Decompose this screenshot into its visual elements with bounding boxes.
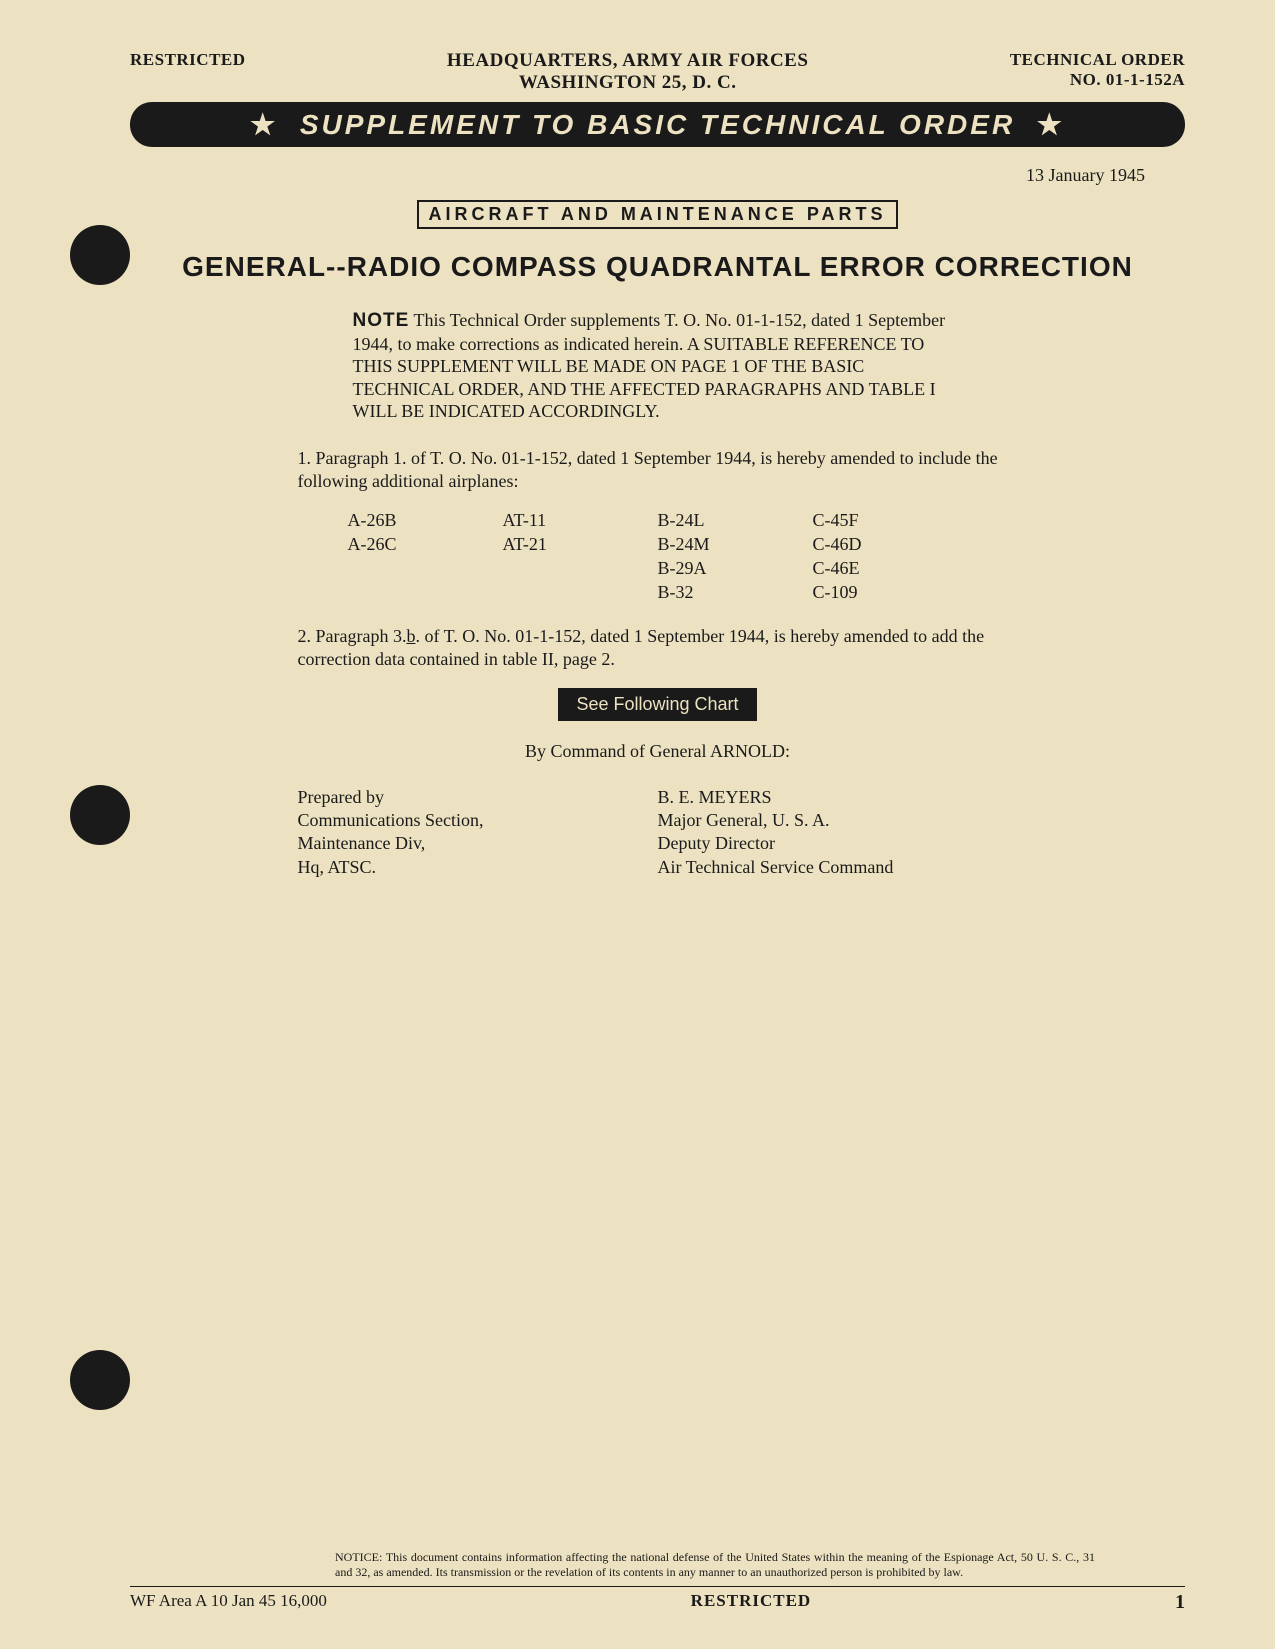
punch-hole bbox=[70, 225, 130, 285]
punch-hole bbox=[70, 1350, 130, 1410]
airplane-col-2: AT-11 AT-21 bbox=[503, 508, 658, 605]
signer-block: B. E. MEYERS Major General, U. S. A. Dep… bbox=[658, 786, 1018, 880]
airplane-item: C-46E bbox=[813, 556, 968, 580]
page-footer: WF Area A 10 Jan 45 16,000 RESTRICTED 1 bbox=[130, 1586, 1185, 1614]
header-center: HEADQUARTERS, ARMY AIR FORCES WASHINGTON… bbox=[447, 50, 809, 94]
signer-rank: Major General, U. S. A. bbox=[658, 809, 1018, 832]
airplane-item: B-29A bbox=[658, 556, 813, 580]
banner-text: SUPPLEMENT TO BASIC TECHNICAL ORDER bbox=[300, 109, 1015, 140]
command-line: By Command of General ARNOLD: bbox=[130, 741, 1185, 762]
airplane-item: B-24M bbox=[658, 532, 813, 556]
document-page: RESTRICTED HEADQUARTERS, ARMY AIR FORCES… bbox=[0, 0, 1275, 1649]
signer-name: B. E. MEYERS bbox=[658, 786, 1018, 809]
note-block: NOTE This Technical Order supplements T.… bbox=[353, 309, 963, 423]
note-text: This Technical Order supplements T. O. N… bbox=[353, 310, 946, 421]
prepared-by-line: Hq, ATSC. bbox=[298, 856, 658, 879]
page-header: RESTRICTED HEADQUARTERS, ARMY AIR FORCES… bbox=[130, 50, 1185, 94]
prepared-by-line: Prepared by bbox=[298, 786, 658, 809]
airplane-item: AT-11 bbox=[503, 508, 658, 532]
prepared-by-block: Prepared by Communications Section, Main… bbox=[298, 786, 658, 880]
document-title: GENERAL--RADIO COMPASS QUADRANTAL ERROR … bbox=[130, 251, 1185, 283]
airplane-item: C-109 bbox=[813, 580, 968, 604]
airplane-col-4: C-45F C-46D C-46E C-109 bbox=[813, 508, 968, 605]
airplane-list: A-26B A-26C AT-11 AT-21 B-24L B-24M B-29… bbox=[348, 508, 968, 605]
note-label: NOTE bbox=[353, 310, 410, 331]
signer-title: Deputy Director bbox=[658, 832, 1018, 855]
category-box: AIRCRAFT AND MAINTENANCE PARTS bbox=[417, 200, 899, 229]
classification-bottom: RESTRICTED bbox=[691, 1591, 812, 1614]
airplane-col-1: A-26B A-26C bbox=[348, 508, 503, 605]
airplane-item: A-26B bbox=[348, 508, 503, 532]
issuer-line1: HEADQUARTERS, ARMY AIR FORCES bbox=[447, 50, 809, 72]
prepared-by-line: Communications Section, bbox=[298, 809, 658, 832]
punch-hole bbox=[70, 785, 130, 845]
airplane-item: C-45F bbox=[813, 508, 968, 532]
footer-print-info: WF Area A 10 Jan 45 16,000 bbox=[130, 1591, 327, 1614]
airplane-item: AT-21 bbox=[503, 532, 658, 556]
tech-order-label: TECHNICAL ORDER bbox=[1010, 50, 1185, 70]
prepared-by-line: Maintenance Div, bbox=[298, 832, 658, 855]
issuer-line2: WASHINGTON 25, D. C. bbox=[447, 72, 809, 94]
star-icon: ★ bbox=[1037, 109, 1065, 140]
airplane-item: B-32 bbox=[658, 580, 813, 604]
star-icon: ★ bbox=[250, 109, 278, 140]
airplane-item: C-46D bbox=[813, 532, 968, 556]
airplane-item: B-24L bbox=[658, 508, 813, 532]
document-date: 13 January 1945 bbox=[130, 165, 1145, 186]
supplement-banner: ★ SUPPLEMENT TO BASIC TECHNICAL ORDER ★ bbox=[130, 102, 1185, 147]
paragraph-1: 1. Paragraph 1. of T. O. No. 01-1-152, d… bbox=[298, 447, 1018, 494]
airplane-item: A-26C bbox=[348, 532, 503, 556]
tech-order-number: NO. 01-1-152A bbox=[1010, 70, 1185, 90]
para2-pre: 2. Paragraph 3. bbox=[298, 626, 407, 646]
security-notice: NOTICE: This document contains informati… bbox=[335, 1550, 1095, 1579]
signature-row: Prepared by Communications Section, Main… bbox=[298, 786, 1018, 880]
paragraph-2: 2. Paragraph 3.b. of T. O. No. 01-1-152,… bbox=[298, 625, 1018, 672]
signer-org: Air Technical Service Command bbox=[658, 856, 1018, 879]
airplane-col-3: B-24L B-24M B-29A B-32 bbox=[658, 508, 813, 605]
page-number: 1 bbox=[1175, 1591, 1185, 1614]
classification-top: RESTRICTED bbox=[130, 50, 246, 70]
header-right: TECHNICAL ORDER NO. 01-1-152A bbox=[1010, 50, 1185, 90]
see-following-chart: See Following Chart bbox=[558, 688, 756, 721]
